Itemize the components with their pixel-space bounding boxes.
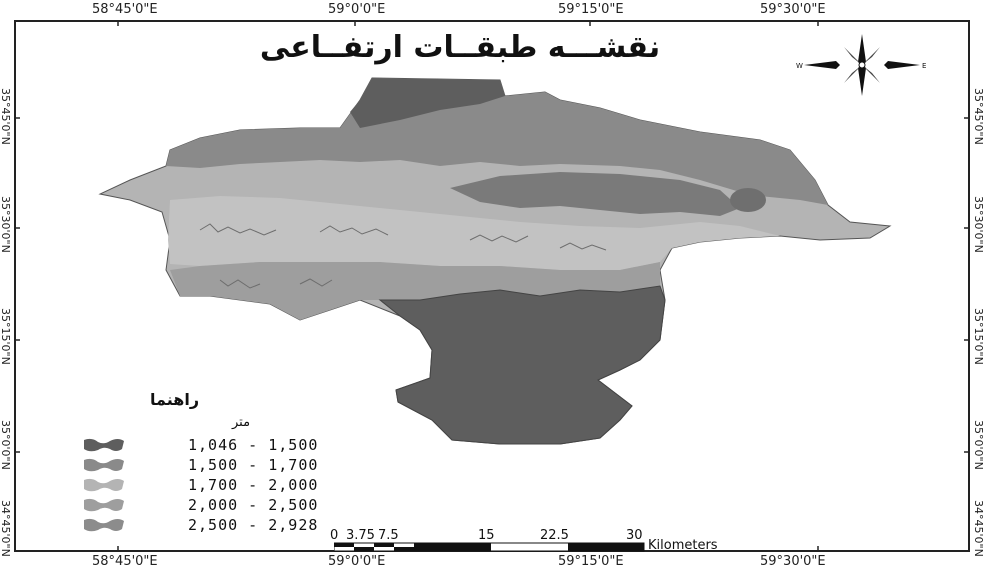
legend-item-4: 2,000 - 2,500 bbox=[82, 496, 318, 514]
legend-label-1: 1,046 - 1,500 bbox=[188, 436, 319, 454]
legend-swatch-2 bbox=[84, 458, 124, 472]
zone-east-ellipse bbox=[730, 188, 766, 212]
scale-unit: Kilometers bbox=[648, 538, 718, 553]
legend-swatch-4 bbox=[84, 498, 124, 512]
longitude-label-top-1: 58°45'0"E bbox=[92, 2, 158, 17]
map-title: نقشـــه طبقــات ارتفــاعی bbox=[259, 30, 661, 65]
scale-tick-3: 15 bbox=[478, 528, 495, 543]
legend-item-5: 2,500 - 2,928 bbox=[82, 516, 318, 534]
longitude-label-bottom-4: 59°30'0"E bbox=[760, 554, 826, 569]
legend-title: راهنما bbox=[150, 390, 200, 409]
scale-bar bbox=[334, 542, 645, 552]
zone-central bbox=[168, 196, 780, 270]
legend-label-4: 2,000 - 2,500 bbox=[188, 496, 319, 514]
zone-northeast-lobe bbox=[450, 172, 740, 216]
compass-east-label: E bbox=[922, 62, 926, 70]
legend-label-3: 1,700 - 2,000 bbox=[188, 476, 319, 494]
scale-tick-1: 3.75 bbox=[346, 528, 375, 543]
zone-southwest bbox=[170, 262, 660, 320]
longitude-label-top-4: 59°30'0"E bbox=[760, 2, 826, 17]
legend-swatch-3 bbox=[84, 478, 124, 492]
legend-item-1: 1,046 - 1,500 bbox=[82, 436, 318, 454]
compass-west-label: W bbox=[796, 62, 803, 70]
zone-north-peak bbox=[350, 78, 505, 128]
scale-tick-2: 7.5 bbox=[378, 528, 399, 543]
longitude-label-bottom-2: 59°0'0"E bbox=[328, 554, 386, 569]
legend-label-2: 1,500 - 1,700 bbox=[188, 456, 319, 474]
zone-north bbox=[166, 78, 828, 205]
compass-rose-icon: W E bbox=[796, 34, 926, 96]
longitude-label-top-3: 59°15'0"E bbox=[558, 2, 624, 17]
legend-item-2: 1,500 - 1,700 bbox=[82, 456, 318, 474]
legend-swatch-5 bbox=[84, 518, 124, 532]
legend-label-5: 2,500 - 2,928 bbox=[188, 516, 319, 534]
longitude-label-bottom-3: 59°15'0"E bbox=[558, 554, 624, 569]
longitude-label-bottom-1: 58°45'0"E bbox=[92, 554, 158, 569]
zone-south bbox=[378, 285, 666, 445]
scale-tick-5: 30 bbox=[626, 528, 643, 543]
scale-tick-0: 0 bbox=[330, 528, 339, 543]
legend-swatch-1 bbox=[84, 438, 124, 452]
legend-unit: متر bbox=[232, 415, 251, 430]
longitude-label-top-2: 59°0'0"E bbox=[328, 2, 386, 17]
legend-item-3: 1,700 - 2,000 bbox=[82, 476, 318, 494]
scale-tick-4: 22.5 bbox=[540, 528, 569, 543]
